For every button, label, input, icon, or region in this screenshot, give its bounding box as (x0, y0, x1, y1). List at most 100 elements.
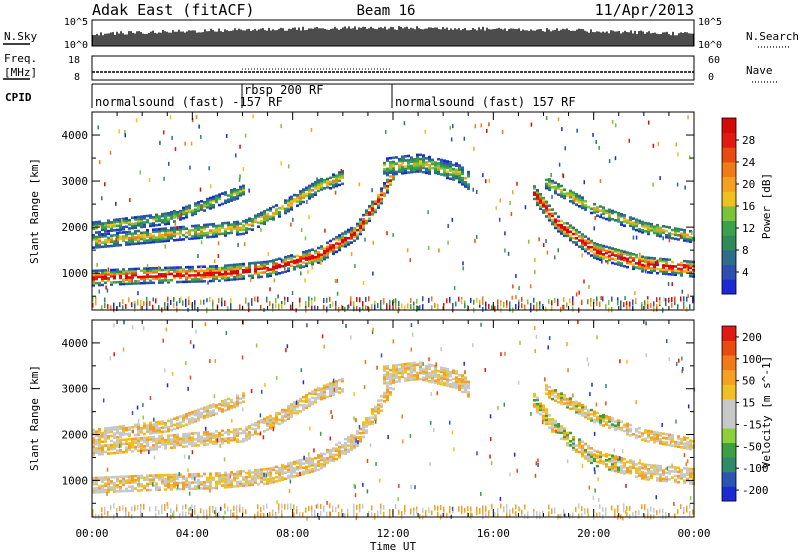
power-cell (677, 227, 680, 231)
power-cell (110, 274, 113, 278)
power-cell (215, 235, 218, 238)
velocity-cell (146, 482, 149, 486)
power-cell (665, 260, 668, 263)
power-cell (650, 222, 653, 226)
power-cell (569, 224, 572, 227)
velocity-cell (281, 408, 284, 412)
velocity-cell (95, 486, 98, 490)
power-cell (485, 301, 487, 307)
velocity-cell (386, 384, 389, 387)
power-cell (566, 226, 569, 229)
velocity-cell (581, 452, 584, 456)
power-cell (191, 237, 194, 240)
power-cell (290, 256, 293, 259)
power-cell (248, 264, 251, 267)
power-cell (215, 265, 218, 268)
power-cell (372, 271, 374, 276)
velocity-cell (410, 372, 413, 375)
velocity-cell (407, 376, 410, 380)
power-cell (248, 270, 251, 274)
power-cell (152, 215, 155, 219)
power-cell (116, 244, 119, 247)
velocity-cell (389, 513, 391, 519)
velocity-cell (221, 399, 224, 403)
power-cell (245, 227, 248, 230)
power-cell (137, 242, 140, 245)
power-cell (446, 170, 449, 174)
power-cell (197, 269, 200, 273)
velocity-cell (224, 479, 227, 483)
power-cell (335, 236, 338, 239)
power-cell (656, 232, 659, 235)
velocity-cell (161, 473, 164, 477)
power-cell (560, 190, 563, 194)
power-cell (110, 227, 113, 230)
velocity-cell (371, 408, 374, 411)
power-cell (443, 163, 446, 167)
power-cell (575, 228, 578, 232)
velocity-cell (371, 410, 374, 413)
power-cell (691, 230, 693, 235)
power-cell (506, 303, 508, 309)
velocity-cell (161, 504, 163, 510)
power-cell (140, 233, 143, 237)
velocity-cell (443, 373, 446, 376)
power-cell (302, 192, 305, 196)
velocity-cell (119, 449, 122, 452)
velocity-cell (275, 475, 278, 479)
velocity-cell (125, 448, 128, 452)
power-cell (657, 141, 660, 146)
velocity-cell (98, 446, 101, 450)
velocity-cell (101, 484, 104, 488)
power-cell (647, 222, 650, 225)
power-cell (569, 298, 571, 304)
power-cell (137, 219, 140, 223)
power-cell (275, 204, 278, 207)
velocity-cell (278, 412, 281, 415)
velocity-cell (341, 377, 344, 381)
velocity-cell (284, 471, 287, 474)
velocity-cell (140, 443, 143, 446)
power-cell (176, 274, 179, 278)
velocity-cell (287, 407, 290, 410)
velocity-cell (125, 512, 127, 518)
power-cell (338, 244, 341, 248)
power-cell (215, 275, 218, 278)
velocity-cell (506, 512, 508, 518)
power-cell (293, 200, 296, 203)
power-cell (635, 220, 638, 224)
velocity-cell (173, 423, 176, 427)
velocity-cell (128, 438, 131, 441)
velocity-cell (509, 512, 511, 518)
power-cell (167, 220, 170, 223)
power-cell (170, 215, 173, 218)
power-cell (461, 172, 464, 176)
velocity-cell (314, 390, 317, 394)
power-cell (269, 209, 272, 212)
velocity-cell (467, 390, 470, 394)
velocity-cell (560, 402, 563, 406)
velocity-cell (299, 459, 302, 462)
velocity-cell (578, 442, 581, 446)
velocity-cell (584, 415, 587, 419)
velocity-cell (236, 482, 239, 486)
power-cell (305, 252, 308, 255)
velocity-cell (326, 461, 329, 464)
power-cell (572, 195, 575, 199)
power-cell (683, 270, 686, 273)
velocity-cell (173, 477, 176, 481)
velocity-cell (113, 428, 116, 431)
velocity-cell (464, 378, 467, 381)
power-cell (662, 229, 665, 232)
power-cell (467, 183, 470, 186)
velocity-cell (317, 392, 320, 396)
power-cell (170, 237, 173, 240)
power-data-cells (92, 114, 695, 314)
power-cell (581, 243, 584, 247)
power-cell (592, 132, 594, 137)
power-cell (230, 278, 233, 281)
power-cell (596, 208, 599, 211)
power-cell (155, 238, 158, 242)
velocity-cell (446, 372, 449, 375)
power-cell (203, 227, 206, 231)
